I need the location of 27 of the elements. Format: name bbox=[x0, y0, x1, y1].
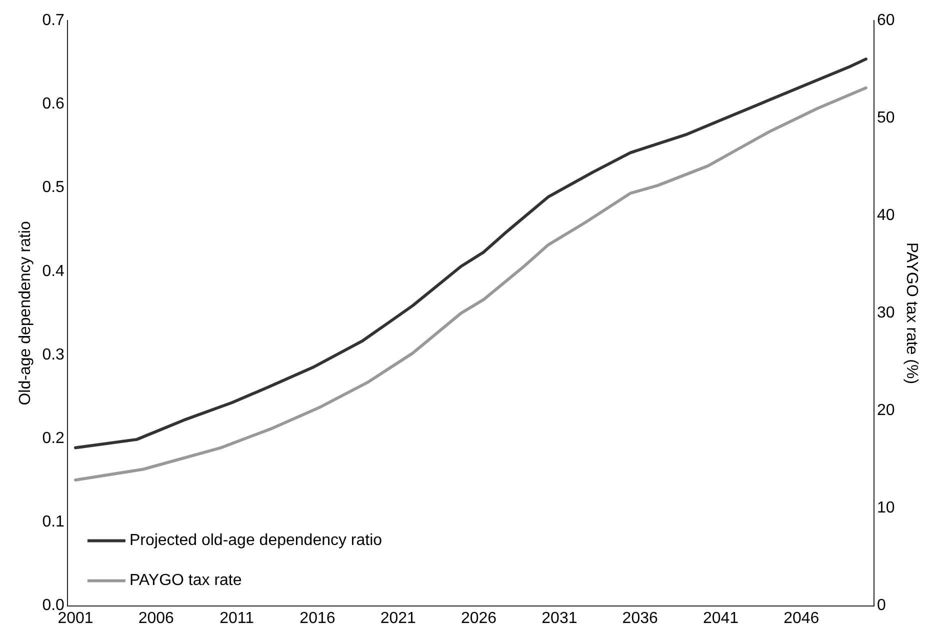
x-tick-label: 2036 bbox=[622, 610, 658, 627]
y-tick-label: 0.3 bbox=[42, 346, 65, 364]
y-tick-label: 0.7 bbox=[42, 12, 65, 30]
y-tick-label: 0.6 bbox=[42, 96, 65, 113]
legend-label: PAYGO tax rate bbox=[129, 572, 242, 590]
x-tick-label: 2006 bbox=[138, 610, 174, 627]
legend-label: Projected old-age dependency ratio bbox=[129, 532, 382, 550]
y-tick-label: 0.5 bbox=[42, 179, 65, 196]
y-tick-label: 0.4 bbox=[42, 262, 65, 280]
y2-tick-label: 60 bbox=[877, 12, 895, 30]
y2-axis-title: PAYGO tax rate (%) bbox=[902, 242, 920, 384]
x-tick-label: 2011 bbox=[220, 610, 254, 627]
y-axis-title: Old-age dependency ratio bbox=[17, 221, 34, 406]
x-tick-label: 2031 bbox=[542, 610, 578, 627]
x-tick-label: 2046 bbox=[784, 610, 820, 627]
y2-tick-label: 10 bbox=[877, 500, 895, 517]
y-tick-label: 0.2 bbox=[42, 430, 65, 448]
y2-tick-label: 20 bbox=[877, 402, 895, 420]
x-tick-label: 2021 bbox=[380, 610, 416, 627]
x-tick-label: 2016 bbox=[300, 610, 336, 627]
y2-tick-label: 30 bbox=[877, 304, 895, 322]
y2-tick-label: 40 bbox=[877, 207, 895, 224]
y-tick-label: 0.1 bbox=[42, 514, 65, 531]
y2-tick-label: 50 bbox=[877, 110, 895, 127]
x-tick-label: 2026 bbox=[460, 610, 497, 627]
x-tick-label: 2041 bbox=[702, 610, 739, 627]
y2-tick-label: 0 bbox=[877, 597, 886, 614]
